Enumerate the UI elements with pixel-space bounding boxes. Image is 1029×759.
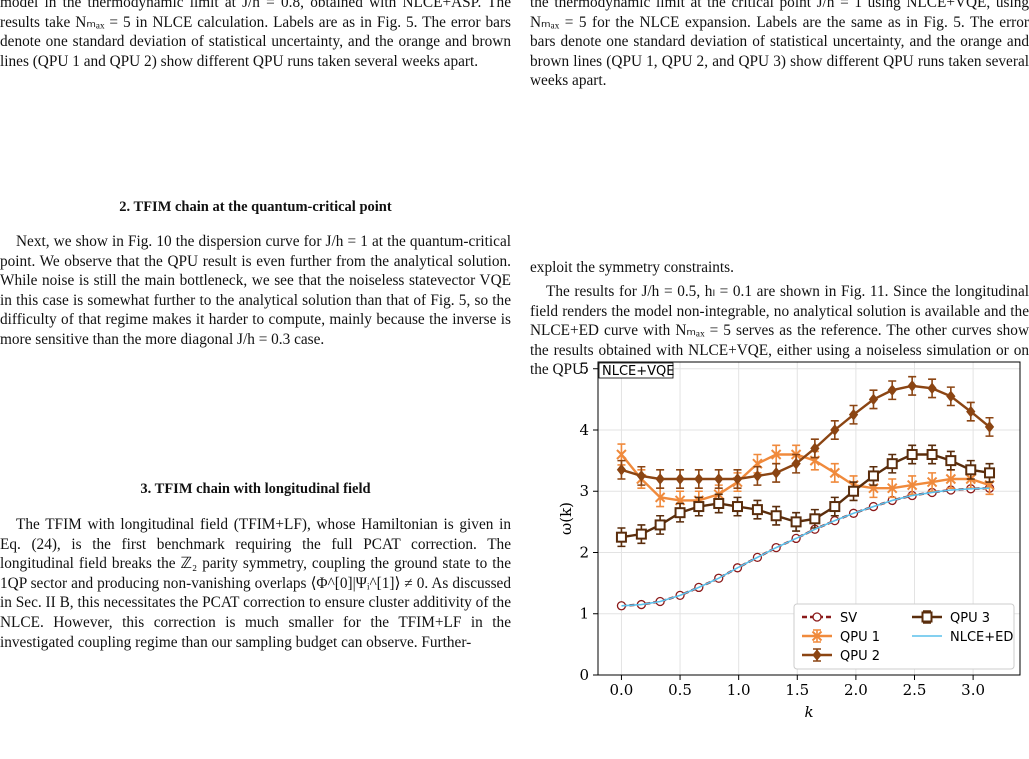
x-tick-label: 1.5 xyxy=(785,681,809,699)
y-tick-label: 0 xyxy=(579,666,589,684)
series-line xyxy=(621,384,991,481)
point xyxy=(906,448,918,460)
point xyxy=(966,405,976,418)
legend-marker xyxy=(812,612,822,622)
point xyxy=(926,476,938,488)
legend-label: QPU 2 xyxy=(840,649,880,664)
x-tick-label: 0.0 xyxy=(610,681,634,699)
point xyxy=(616,464,627,476)
point xyxy=(732,473,743,485)
point xyxy=(829,501,841,513)
point xyxy=(887,482,898,494)
point xyxy=(984,467,996,479)
point xyxy=(848,408,859,421)
point xyxy=(848,485,860,497)
point xyxy=(675,473,685,485)
point xyxy=(830,424,840,436)
point xyxy=(791,457,801,470)
point xyxy=(615,531,627,543)
point xyxy=(616,449,627,460)
section-heading: 2. TFIM chain at the quantum-critical po… xyxy=(119,199,392,215)
point xyxy=(867,470,879,482)
point xyxy=(829,467,840,479)
point xyxy=(654,519,666,531)
point xyxy=(810,442,820,455)
section-heading: 3. TFIM chain with longitudinal field xyxy=(140,481,371,497)
point xyxy=(674,507,686,519)
y-tick-label: 2 xyxy=(579,543,589,561)
legend-label: NLCE+ED xyxy=(950,630,1013,645)
point xyxy=(693,501,705,513)
point xyxy=(770,510,782,522)
x-tick-label: 0.5 xyxy=(668,681,692,699)
caption: the thermodynamic limit at the critical … xyxy=(530,0,1029,90)
point xyxy=(887,384,897,396)
point xyxy=(654,492,666,503)
x-axis-label: k xyxy=(804,703,813,721)
point xyxy=(770,449,782,460)
point xyxy=(714,473,724,485)
annotation: NLCE+VQE xyxy=(602,364,675,379)
series-line xyxy=(621,486,990,607)
point xyxy=(927,382,937,395)
point xyxy=(945,455,957,467)
chart: 0.0 0.5 1.0 1.5 2.0 2.5 3.0 0 1 2 3 4 5 k ω(k) NLCE+VQE… xyxy=(557,360,1021,721)
x-tick-label: 1.0 xyxy=(727,681,751,699)
point xyxy=(984,421,995,433)
paragraph: exploit the symmetry constraints. xyxy=(530,259,734,276)
point xyxy=(886,458,898,470)
legend-label: QPU 3 xyxy=(950,611,990,626)
point xyxy=(945,473,957,485)
point xyxy=(868,393,879,406)
point xyxy=(751,504,763,516)
legend-marker xyxy=(811,630,823,642)
point xyxy=(809,513,821,525)
point xyxy=(906,479,918,491)
y-tick-label: 5 xyxy=(579,360,589,378)
x-tick-label: 3.0 xyxy=(961,681,985,699)
legend-marker xyxy=(921,611,933,623)
series-line xyxy=(621,487,990,607)
paragraph: Next, we show in Fig. 10 the dispersion … xyxy=(0,233,511,348)
point xyxy=(731,501,743,513)
point xyxy=(635,528,647,540)
legend-label: QPU 1 xyxy=(840,630,880,645)
x-tick-label: 2.5 xyxy=(903,681,927,699)
point xyxy=(655,473,665,485)
annotation-box xyxy=(598,362,674,379)
legend-box xyxy=(793,603,1015,670)
plot-frame xyxy=(597,361,1021,676)
y-tick-label: 1 xyxy=(579,605,589,623)
legend-label: SV xyxy=(840,611,857,626)
point xyxy=(946,390,956,403)
x-tick-label: 2.0 xyxy=(844,681,868,699)
point xyxy=(926,448,938,460)
point xyxy=(636,470,647,482)
y-axis-label: ω(k) xyxy=(557,502,575,535)
point xyxy=(965,464,977,476)
point xyxy=(694,473,704,485)
point xyxy=(907,380,917,392)
paragraph: The TFIM with longitudinal field (TFIM+L… xyxy=(0,516,511,651)
legend-marker xyxy=(812,649,822,661)
paragraph: The results for J/h = 0.5, hₗ = 0.1 are … xyxy=(530,283,1029,379)
point xyxy=(752,470,763,482)
caption: model in the thermodynamic limit at J/h … xyxy=(0,0,511,70)
point xyxy=(771,467,781,479)
y-tick-label: 4 xyxy=(579,421,589,439)
y-tick-label: 3 xyxy=(579,482,589,500)
point xyxy=(713,497,725,509)
point xyxy=(790,516,802,528)
